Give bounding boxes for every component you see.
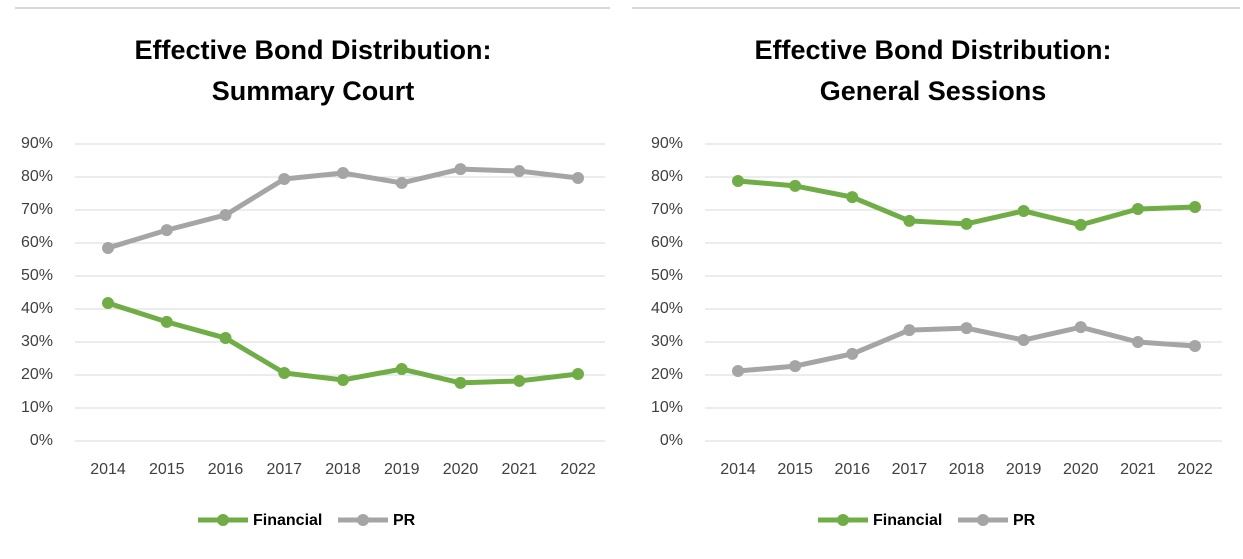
point: [1074, 321, 1087, 334]
x-tick-label: 2014: [90, 461, 126, 478]
point: [1074, 218, 1087, 231]
legend-label: Financial: [873, 512, 942, 529]
y-tick-label: 50%: [21, 267, 53, 284]
x-tick-label: 2016: [208, 461, 244, 478]
y-tick-label: 60%: [651, 234, 683, 251]
y-tick-label: 30%: [651, 333, 683, 350]
x-tick-label: 2017: [892, 461, 928, 478]
y-tick-label: 20%: [21, 366, 53, 383]
y-tick-label: 40%: [651, 300, 683, 317]
y-tick-label: 50%: [651, 267, 683, 284]
point: [732, 365, 744, 378]
y-tick-label: 40%: [21, 300, 53, 317]
point: [1017, 204, 1030, 217]
x-tick-label: 2022: [1177, 461, 1213, 478]
legend-label: PR: [393, 512, 416, 529]
y-tick-label: 20%: [651, 366, 683, 383]
x-tick-label: 2014: [720, 461, 756, 478]
point: [278, 172, 291, 185]
point: [219, 332, 232, 345]
point: [572, 368, 584, 381]
y-tick-label: 80%: [651, 168, 683, 185]
legend-marker: [837, 514, 849, 526]
y-tick-label: 0%: [30, 432, 53, 449]
y-tick-label: 90%: [651, 135, 683, 152]
x-tick-label: 2016: [834, 461, 870, 478]
y-tick-label: 80%: [21, 168, 53, 185]
series-line: [107, 166, 579, 251]
chart-title: Summary Court: [212, 76, 415, 106]
series-line: [107, 300, 579, 386]
point: [395, 176, 408, 189]
point: [846, 347, 859, 360]
x-tick-label: 2019: [1006, 461, 1042, 478]
y-tick-label: 10%: [651, 399, 683, 416]
x-tick-label: 2017: [266, 461, 302, 478]
point: [102, 241, 114, 254]
point: [1131, 336, 1144, 348]
y-tick-label: 70%: [21, 201, 53, 218]
point: [789, 179, 802, 192]
point: [1189, 201, 1201, 214]
point: [513, 374, 526, 387]
point: [732, 174, 744, 187]
y-tick-label: 30%: [21, 333, 53, 350]
point: [219, 208, 232, 221]
point: [903, 324, 916, 337]
point: [454, 376, 467, 389]
chart-title: General Sessions: [820, 76, 1047, 106]
legend-label: PR: [1013, 512, 1036, 529]
point: [395, 363, 408, 376]
point: [102, 297, 114, 310]
x-tick-label: 2021: [501, 461, 537, 478]
x-tick-label: 2018: [949, 461, 985, 478]
point: [960, 322, 973, 335]
y-tick-label: 0%: [660, 432, 683, 449]
point: [846, 191, 859, 204]
point: [1131, 203, 1144, 216]
legend-marker: [217, 514, 229, 526]
x-tick-label: 2015: [777, 461, 813, 478]
point: [1189, 339, 1201, 352]
chart-title: Effective Bond Distribution:: [755, 35, 1112, 65]
y-tick-label: 90%: [21, 135, 53, 152]
point: [960, 217, 973, 230]
x-tick-label: 2018: [325, 461, 361, 478]
x-tick-label: 2020: [1063, 461, 1099, 478]
x-tick-label: 2020: [443, 461, 479, 478]
point: [789, 360, 802, 373]
y-tick-label: 70%: [651, 201, 683, 218]
point: [160, 224, 173, 237]
legend-label: Financial: [253, 512, 322, 529]
point: [337, 373, 349, 386]
x-tick-label: 2021: [1120, 461, 1156, 478]
point: [572, 171, 584, 184]
point: [513, 165, 526, 178]
x-tick-label: 2022: [560, 461, 596, 478]
point: [903, 214, 916, 227]
point: [337, 167, 349, 180]
point: [160, 315, 173, 328]
legend-marker: [977, 514, 989, 526]
point: [278, 367, 291, 380]
point: [1017, 334, 1030, 347]
chart-title: Effective Bond Distribution:: [135, 35, 492, 65]
y-tick-label: 10%: [21, 399, 53, 416]
legend-marker: [357, 514, 369, 526]
point: [454, 163, 467, 176]
y-tick-label: 60%: [21, 234, 53, 251]
x-tick-label: 2019: [384, 461, 420, 478]
x-tick-label: 2015: [149, 461, 185, 478]
